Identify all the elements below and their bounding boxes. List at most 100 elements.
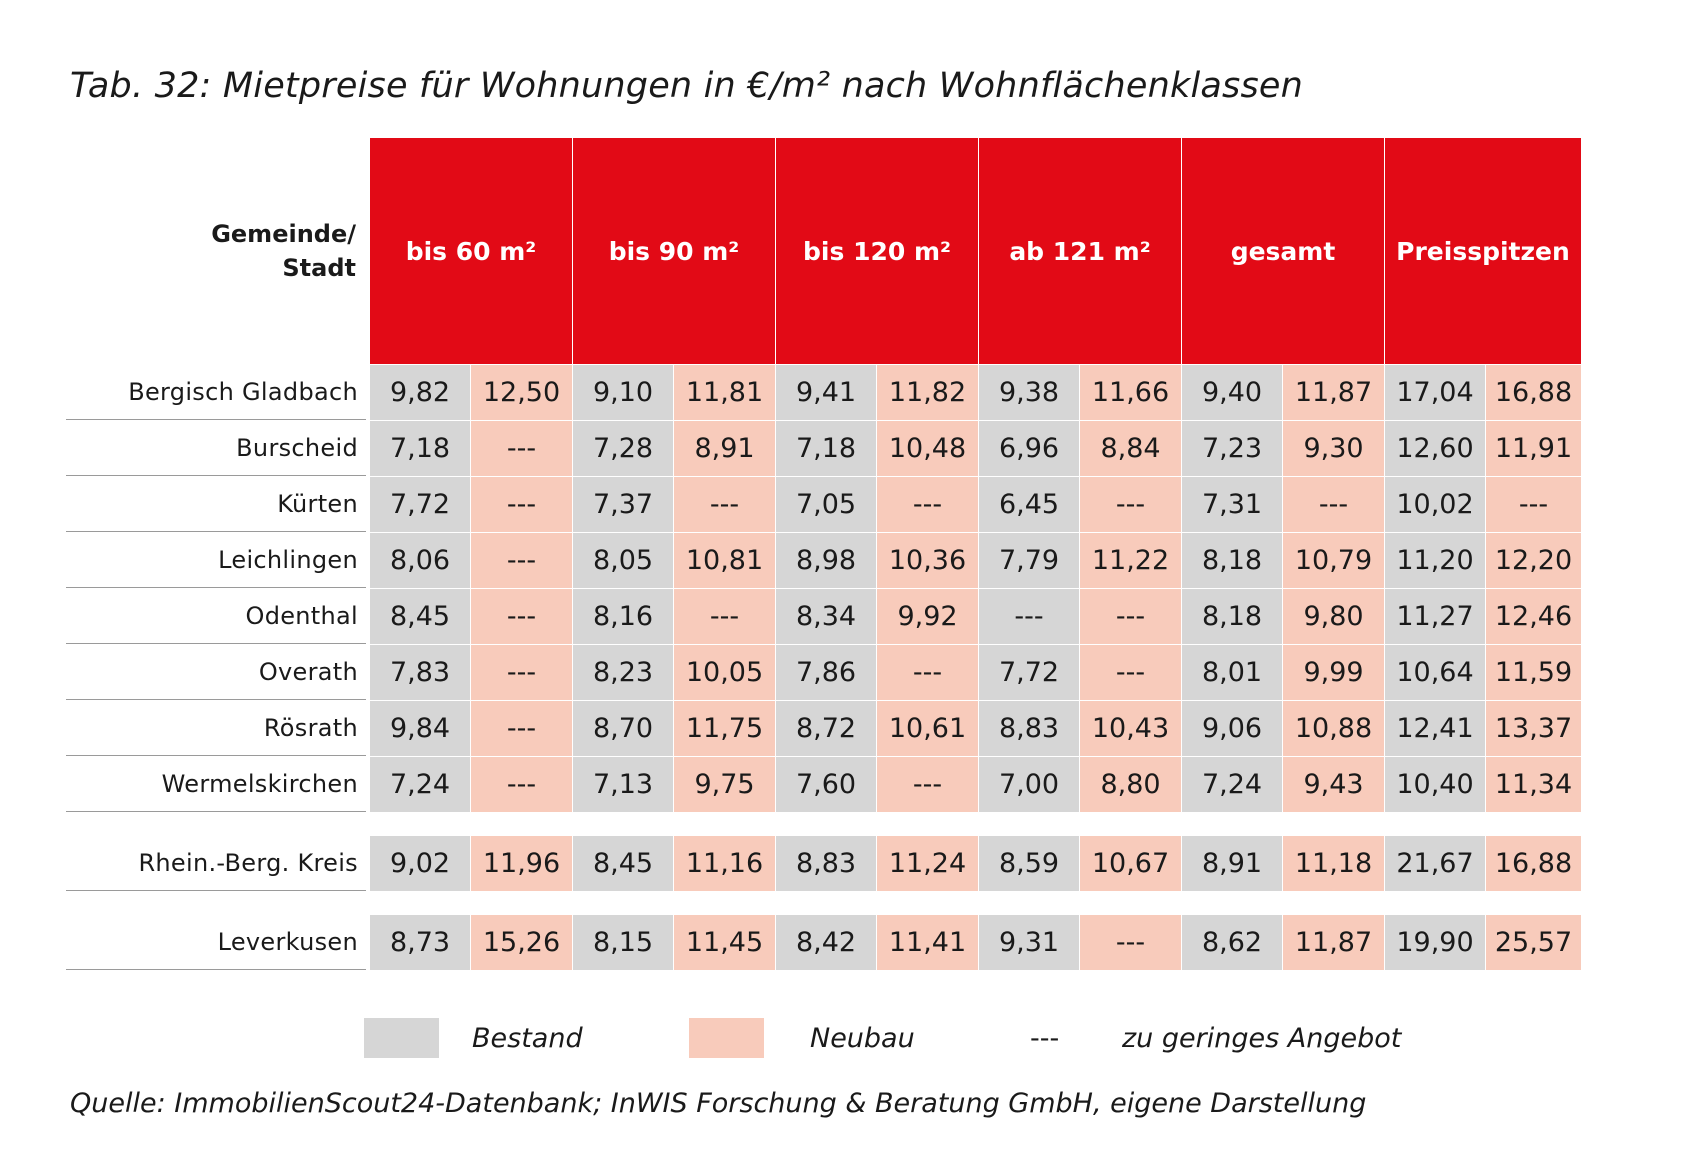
cell-neubau: 8,84 — [1080, 421, 1181, 476]
cell-neubau: 10,43 — [1080, 701, 1181, 756]
cell-bestand: 8,16 — [573, 589, 673, 644]
cell-bestand: 9,40 — [1182, 365, 1282, 420]
cell-bestand: 7,72 — [370, 477, 470, 532]
cell-bestand: 8,18 — [1182, 533, 1282, 588]
cell-bestand: 7,60 — [776, 757, 876, 812]
legend-bestand-swatch — [364, 1018, 439, 1058]
cell-neubau: 11,34 — [1486, 757, 1581, 812]
cell-bestand: 11,27 — [1385, 589, 1485, 644]
row-label: Overath — [258, 658, 358, 686]
cell-bestand: 8,72 — [776, 701, 876, 756]
header-bis-60: bis 60 m² — [370, 138, 572, 364]
row-label: Kürten — [277, 490, 358, 518]
cell-neubau: 8,80 — [1080, 757, 1181, 812]
cell-bestand: 7,72 — [979, 645, 1079, 700]
cell-bestand: 7,18 — [776, 421, 876, 476]
cell-bestand: 8,18 — [1182, 589, 1282, 644]
source-note: Quelle: ImmobilienScout24-Datenbank; InW… — [70, 1088, 1367, 1119]
table-row: Bergisch Gladbach 9,82 12,50 9,10 11,81 9,41 1… — [66, 364, 1581, 420]
cell-neubau: 11,16 — [674, 836, 775, 891]
cell-neubau: 10,81 — [674, 533, 775, 588]
cell-bestand: 7,79 — [979, 533, 1079, 588]
cell-bestand: 9,06 — [1182, 701, 1282, 756]
cell-neubau: --- — [674, 477, 775, 532]
row-label: Leverkusen — [217, 928, 358, 956]
cell-bestand: 7,86 — [776, 645, 876, 700]
cell-bestand: 8,42 — [776, 915, 876, 970]
cell-bestand: 9,84 — [370, 701, 470, 756]
cell-neubau: 11,66 — [1080, 365, 1181, 420]
cell-neubau: 10,88 — [1283, 701, 1384, 756]
header-preisspitzen: Preisspitzen — [1385, 138, 1581, 364]
cell-neubau: 9,80 — [1283, 589, 1384, 644]
row-label: Leichlingen — [218, 546, 358, 574]
cell-bestand: 7,05 — [776, 477, 876, 532]
cell-neubau: 8,91 — [674, 421, 775, 476]
cell-neubau: --- — [1080, 589, 1181, 644]
table-body: Bergisch Gladbach 9,82 12,50 9,10 11,81 9,41 1… — [66, 364, 1581, 970]
cell-neubau: 11,75 — [674, 701, 775, 756]
cell-neubau: 16,88 — [1486, 365, 1581, 420]
legend: Bestand Neubau --- zu geringes Angebot — [0, 1018, 1708, 1060]
cell-bestand: 8,91 — [1182, 836, 1282, 891]
cell-neubau: --- — [1080, 915, 1181, 970]
table-header: Gemeinde/ Stadt bis 60 m² bis 90 m² bis … — [66, 138, 1581, 364]
cell-bestand: 7,24 — [1182, 757, 1282, 812]
cell-neubau: --- — [1283, 477, 1384, 532]
cell-bestand: 7,28 — [573, 421, 673, 476]
cell-bestand: 8,34 — [776, 589, 876, 644]
cell-neubau: 16,88 — [1486, 836, 1581, 891]
cell-bestand: 8,83 — [776, 836, 876, 891]
table-row: Burscheid 7,18 --- 7,28 8,91 7,18 10,48 6,96 8,8… — [66, 420, 1581, 476]
cell-bestand: 8,01 — [1182, 645, 1282, 700]
cell-bestand: 7,83 — [370, 645, 470, 700]
cell-bestand: 6,45 — [979, 477, 1079, 532]
cell-neubau: 9,92 — [877, 589, 978, 644]
cell-neubau: --- — [1080, 645, 1181, 700]
cell-neubau: --- — [1080, 477, 1181, 532]
table-row-leverkusen: Leverkusen 8,73 15,26 8,15 11,45 8,42 11,41 9,3… — [66, 914, 1581, 970]
cell-bestand: 10,64 — [1385, 645, 1485, 700]
row-label: Odenthal — [245, 602, 358, 630]
cell-bestand: 11,20 — [1385, 533, 1485, 588]
cell-neubau: 12,50 — [471, 365, 572, 420]
cell-bestand: 8,23 — [573, 645, 673, 700]
cell-bestand: 8,05 — [573, 533, 673, 588]
legend-dash-symbol: --- — [1030, 1022, 1060, 1054]
cell-neubau: --- — [471, 645, 572, 700]
cell-bestand: 7,24 — [370, 757, 470, 812]
cell-neubau: 9,99 — [1283, 645, 1384, 700]
cell-neubau: --- — [471, 421, 572, 476]
cell-bestand: 8,62 — [1182, 915, 1282, 970]
table-row: Leichlingen 8,06 --- 8,05 10,81 8,98 10,36 7,79… — [66, 532, 1581, 588]
cell-bestand: 9,31 — [979, 915, 1079, 970]
cell-bestand: 8,83 — [979, 701, 1079, 756]
row-label: Burscheid — [236, 434, 358, 462]
cell-bestand: 8,45 — [370, 589, 470, 644]
cell-bestand: 9,02 — [370, 836, 470, 891]
cell-neubau: 9,30 — [1283, 421, 1384, 476]
cell-bestand: 6,96 — [979, 421, 1079, 476]
table-title: Tab. 32: Mietpreise für Wohnungen in €/m… — [70, 66, 1304, 106]
cell-bestand: 7,00 — [979, 757, 1079, 812]
cell-bestand: 9,38 — [979, 365, 1079, 420]
header-row-label: Gemeinde/ Stadt — [211, 220, 356, 282]
cell-neubau: --- — [471, 757, 572, 812]
cell-bestand: 19,90 — [1385, 915, 1485, 970]
cell-bestand: 7,18 — [370, 421, 470, 476]
cell-neubau: --- — [877, 645, 978, 700]
cell-bestand: 7,23 — [1182, 421, 1282, 476]
cell-bestand: 8,06 — [370, 533, 470, 588]
legend-bestand-label: Bestand — [472, 1022, 583, 1054]
row-gap — [66, 891, 1576, 914]
cell-neubau: 11,18 — [1283, 836, 1384, 891]
cell-neubau: 10,48 — [877, 421, 978, 476]
cell-neubau: 12,46 — [1486, 589, 1581, 644]
row-label: Rhein.-Berg. Kreis — [138, 849, 358, 877]
cell-neubau: --- — [674, 589, 775, 644]
cell-bestand: 8,70 — [573, 701, 673, 756]
cell-bestand: 9,10 — [573, 365, 673, 420]
row-gap — [66, 812, 1576, 835]
table-row: Rösrath 9,84 --- 8,70 11,75 8,72 10,61 8,83 10,4… — [66, 700, 1581, 756]
cell-neubau: 15,26 — [471, 915, 572, 970]
